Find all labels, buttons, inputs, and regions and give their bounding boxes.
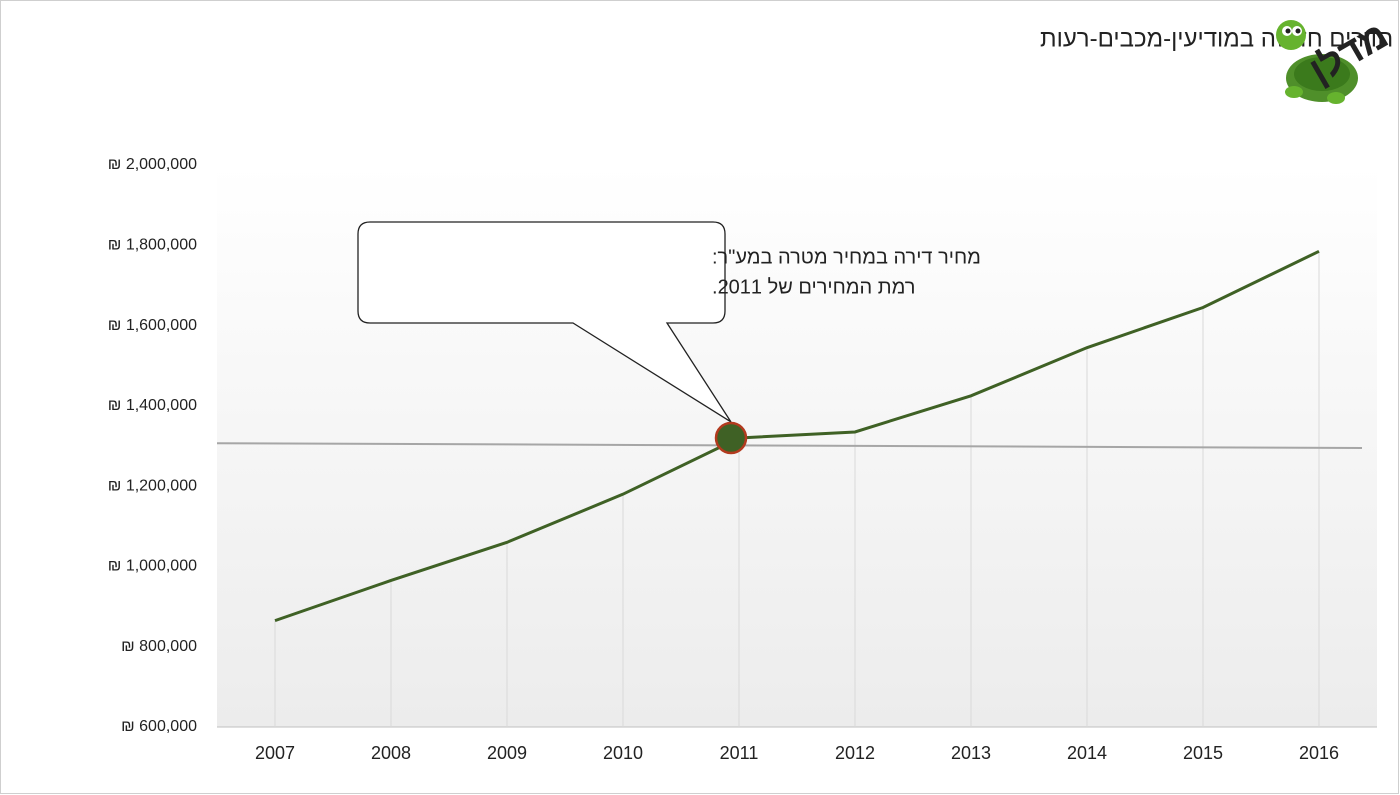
callout xyxy=(357,221,732,423)
x-tick-label: 2014 xyxy=(1067,743,1107,763)
y-tick-label: ₪ 800,000 xyxy=(121,638,197,655)
x-tick-label: 2009 xyxy=(487,743,527,763)
logo: מדלן xyxy=(1276,14,1395,104)
x-tick-label: 2011 xyxy=(720,743,759,763)
x-tick-label: 2013 xyxy=(951,743,991,763)
x-tick-label: 2010 xyxy=(603,743,643,763)
x-tick-label: 2008 xyxy=(371,743,411,763)
chart-title: מגמת עלייה במחיר דירת 4 חדרים חדשה במודי… xyxy=(1040,25,1400,52)
y-tick-label: ₪ 1,400,000 xyxy=(108,397,197,414)
x-tick-label: 2007 xyxy=(255,743,295,763)
x-tick-label: 2015 xyxy=(1183,743,1223,763)
y-tick-label: ₪ 2,000,000 xyxy=(108,156,197,173)
highlight-marker xyxy=(714,421,748,455)
reference-line xyxy=(216,442,1363,450)
y-tick-label: ₪ 1,200,000 xyxy=(108,477,197,494)
annotation-text: מחיר דירה במחיר מטרה במע"ר: xyxy=(712,246,981,268)
y-tick-label: ₪ 600,000 xyxy=(121,718,197,735)
y-tick-label: ₪ 1,800,000 xyxy=(108,237,197,254)
annotation-text: רמת המחירים של 2011. xyxy=(712,276,915,298)
x-tick-label: 2012 xyxy=(835,743,875,763)
x-tick-label: 2016 xyxy=(1299,743,1339,763)
y-tick-label: ₪ 1,600,000 xyxy=(108,317,197,334)
y-tick-label: ₪ 1,000,000 xyxy=(108,558,197,575)
series-line xyxy=(274,249,1320,623)
